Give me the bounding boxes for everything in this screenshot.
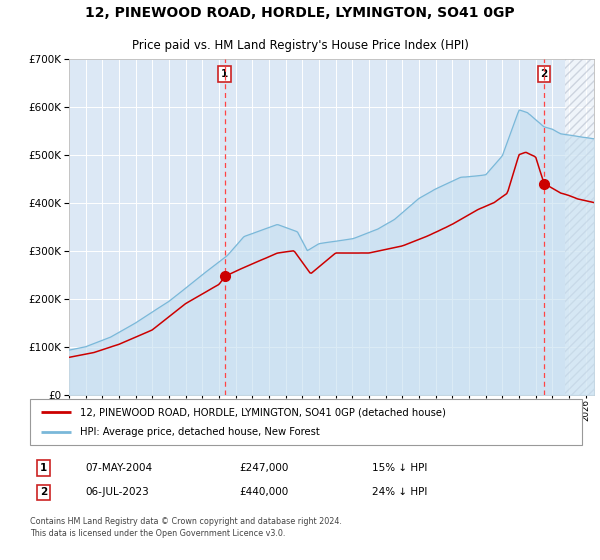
Text: This data is licensed under the Open Government Licence v3.0.: This data is licensed under the Open Gov… [30,529,286,538]
Text: 2: 2 [40,487,47,497]
Text: 06-JUL-2023: 06-JUL-2023 [85,487,149,497]
Text: 12, PINEWOOD ROAD, HORDLE, LYMINGTON, SO41 0GP: 12, PINEWOOD ROAD, HORDLE, LYMINGTON, SO… [85,6,515,20]
Bar [565,59,594,395]
Text: HPI: Average price, detached house, New Forest: HPI: Average price, detached house, New … [80,427,319,437]
Text: £247,000: £247,000 [240,463,289,473]
Text: 1: 1 [40,463,47,473]
Text: Price paid vs. HM Land Registry's House Price Index (HPI): Price paid vs. HM Land Registry's House … [131,39,469,53]
Text: £440,000: £440,000 [240,487,289,497]
Text: 15% ↓ HPI: 15% ↓ HPI [372,463,428,473]
Text: 1: 1 [221,69,228,79]
Text: Contains HM Land Registry data © Crown copyright and database right 2024.: Contains HM Land Registry data © Crown c… [30,517,342,526]
Text: 12, PINEWOOD ROAD, HORDLE, LYMINGTON, SO41 0GP (detached house): 12, PINEWOOD ROAD, HORDLE, LYMINGTON, SO… [80,407,446,417]
Text: 2: 2 [541,69,548,79]
Text: 24% ↓ HPI: 24% ↓ HPI [372,487,428,497]
Text: 07-MAY-2004: 07-MAY-2004 [85,463,152,473]
